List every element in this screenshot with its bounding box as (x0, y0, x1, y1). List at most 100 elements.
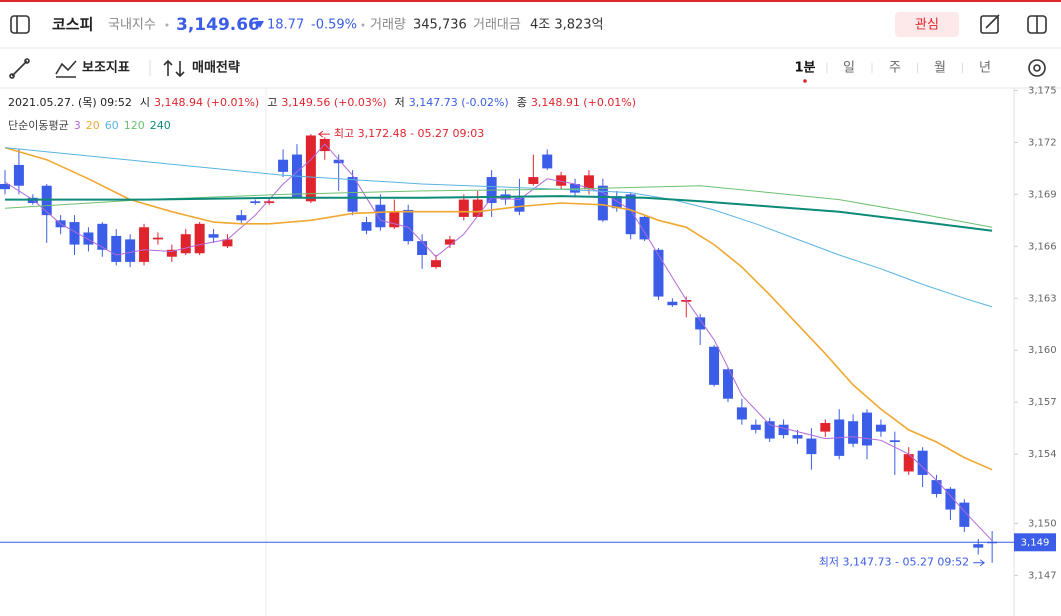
watch-label: 관심 (915, 18, 939, 33)
index-name: 코스피 (52, 16, 93, 34)
candle-body (528, 177, 539, 184)
info-value: 3,147.73 (-0.02%) (409, 96, 509, 109)
period-tab[interactable]: 주 (889, 61, 901, 76)
candle-body (931, 480, 942, 494)
candle-body (778, 424, 789, 436)
candle-body (556, 175, 567, 186)
y-tick-label: 3,154 (1028, 449, 1057, 460)
candle-body (917, 450, 928, 475)
indicators-button[interactable]: 보조지표 (55, 60, 130, 78)
watch-button[interactable]: 관심 (895, 12, 959, 37)
info-name: 종 (517, 96, 527, 109)
ma-line (4, 147, 993, 308)
info-value: 3,148.91 (+0.01%) (531, 96, 636, 109)
period-tabs: 1분 일 주 월 년 (794, 61, 991, 83)
sidebar-toggle[interactable] (10, 15, 30, 34)
candle-body (125, 239, 136, 262)
candle-body (403, 209, 414, 242)
ma-line (5, 195, 993, 232)
dot (361, 23, 365, 27)
y-tick-label: 3,150 (1028, 518, 1057, 529)
indicators-label: 보조지표 (82, 61, 130, 76)
legend-entry: 3 (74, 119, 81, 132)
candle-body (194, 223, 205, 254)
candle-body (69, 222, 80, 245)
top-border (0, 0, 1061, 2)
settings-button[interactable] (1028, 59, 1046, 77)
y-tick-label: 3,172 (1028, 137, 1057, 148)
candle-body (444, 239, 455, 245)
down-arrow (256, 21, 264, 28)
candle-body (611, 196, 622, 209)
info-value: 3,149.56 (+0.03%) (281, 96, 386, 109)
candle-body (848, 421, 859, 444)
candle-body (305, 135, 316, 202)
candle-body (361, 222, 372, 231)
period-tab[interactable]: 1분 (794, 61, 815, 76)
candle-body (278, 159, 289, 172)
candle-body (417, 241, 428, 255)
info-name: 고 (267, 96, 277, 109)
y-tick-label: 3,169 (1028, 189, 1057, 200)
candle-body (597, 185, 608, 221)
ma-line (4, 185, 993, 228)
candle-body (111, 235, 122, 262)
candle-body (13, 164, 24, 186)
candle-body (542, 154, 553, 169)
change: 18.77 (267, 18, 304, 33)
candle-body (208, 234, 219, 238)
info-date: 2021.05.27. (목) 09:52 (8, 96, 132, 109)
info-name: 저 (395, 96, 405, 109)
candle-body (875, 424, 886, 432)
candle-body (166, 249, 177, 257)
y-tick-label: 3,160 (1028, 345, 1057, 356)
candle-body (83, 232, 94, 245)
candle-body (389, 211, 400, 228)
candle-body (570, 183, 581, 193)
candle-body (97, 223, 108, 250)
candle-body (806, 438, 817, 455)
candle-body (959, 502, 970, 527)
candle-body (250, 201, 261, 204)
candle-body (639, 216, 650, 240)
strategy-button[interactable]: 매매전략 (163, 60, 240, 78)
y-tick-label: 3,147 (1028, 570, 1057, 581)
annotation-arrow (318, 130, 330, 138)
volume-label: 거래량 (370, 18, 406, 33)
candle-body (333, 159, 344, 164)
candle-body (820, 422, 831, 432)
candle-body (889, 440, 900, 443)
annotation: 최저 3,147.73 - 05.27 09:52 (819, 556, 969, 569)
candle-body (472, 199, 483, 217)
y-tick-label: 3,166 (1028, 241, 1057, 252)
strategy-label: 매매전략 (192, 60, 240, 76)
candle-body (264, 201, 275, 204)
candle-body (222, 239, 233, 247)
market: 국내지수 (108, 18, 156, 33)
legend-entry: 20 (86, 119, 100, 132)
line-tool[interactable] (9, 58, 30, 79)
candle-body (431, 260, 442, 268)
candle-body (862, 412, 873, 446)
candle-body (625, 194, 636, 235)
period-tab[interactable]: 년 (979, 61, 991, 76)
chart: 2021.05.27. (목) 09:52 시 3,148.94 (+0.01%) 고… (0, 85, 1057, 581)
info-name: 시 (140, 96, 150, 109)
candle-body (792, 435, 803, 439)
period-tab[interactable]: 일 (843, 61, 855, 76)
candle-body (236, 215, 247, 221)
amount: 4조 3,823억 (530, 18, 604, 33)
legend-entry: 60 (105, 119, 119, 132)
period-tab[interactable]: 월 (934, 61, 946, 76)
volume: 345,736 (413, 18, 467, 33)
panel-button[interactable] (1027, 15, 1047, 34)
change-rate: -0.59% (311, 18, 357, 33)
candle-body (139, 227, 150, 262)
candle-body (722, 369, 733, 399)
current-price-label: 3,149 (1021, 537, 1050, 548)
edit-button[interactable] (980, 14, 1000, 34)
candle-body (583, 175, 594, 190)
